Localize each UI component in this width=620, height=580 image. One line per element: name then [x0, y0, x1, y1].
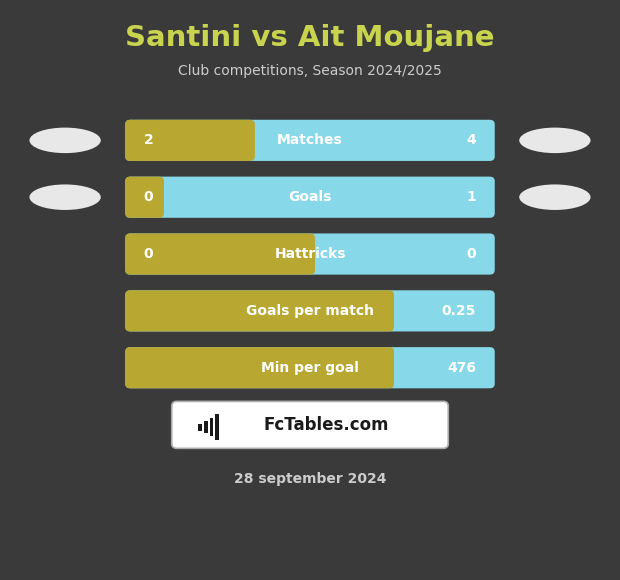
FancyBboxPatch shape — [125, 176, 495, 218]
Bar — [198, 423, 202, 430]
Bar — [215, 414, 219, 440]
Ellipse shape — [29, 184, 100, 210]
Text: 0: 0 — [144, 190, 154, 204]
Text: 0: 0 — [466, 247, 476, 261]
Ellipse shape — [520, 184, 590, 210]
Text: 2: 2 — [144, 133, 154, 147]
Text: Hattricks: Hattricks — [274, 247, 346, 261]
Text: 0.25: 0.25 — [442, 304, 476, 318]
Text: 28 september 2024: 28 september 2024 — [234, 472, 386, 485]
FancyBboxPatch shape — [125, 291, 394, 332]
Text: 476: 476 — [447, 361, 476, 375]
FancyBboxPatch shape — [125, 119, 255, 161]
Ellipse shape — [520, 128, 590, 153]
Text: 0: 0 — [144, 247, 154, 261]
Text: 1: 1 — [466, 190, 476, 204]
FancyBboxPatch shape — [125, 233, 315, 274]
Text: Goals: Goals — [288, 190, 332, 204]
Text: 4: 4 — [466, 133, 476, 147]
FancyBboxPatch shape — [125, 291, 495, 332]
FancyBboxPatch shape — [125, 233, 495, 274]
Text: Min per goal: Min per goal — [261, 361, 359, 375]
Text: Club competitions, Season 2024/2025: Club competitions, Season 2024/2025 — [178, 64, 442, 78]
Text: Matches: Matches — [277, 133, 343, 147]
Ellipse shape — [29, 128, 100, 153]
Text: Santini vs Ait Moujane: Santini vs Ait Moujane — [125, 24, 495, 52]
FancyBboxPatch shape — [125, 119, 495, 161]
FancyBboxPatch shape — [172, 401, 448, 448]
Bar — [210, 418, 213, 437]
Bar — [204, 421, 208, 433]
FancyBboxPatch shape — [125, 347, 394, 389]
Text: Goals per match: Goals per match — [246, 304, 374, 318]
FancyBboxPatch shape — [125, 347, 495, 389]
Text: FcTables.com: FcTables.com — [264, 416, 389, 434]
FancyBboxPatch shape — [125, 176, 164, 218]
